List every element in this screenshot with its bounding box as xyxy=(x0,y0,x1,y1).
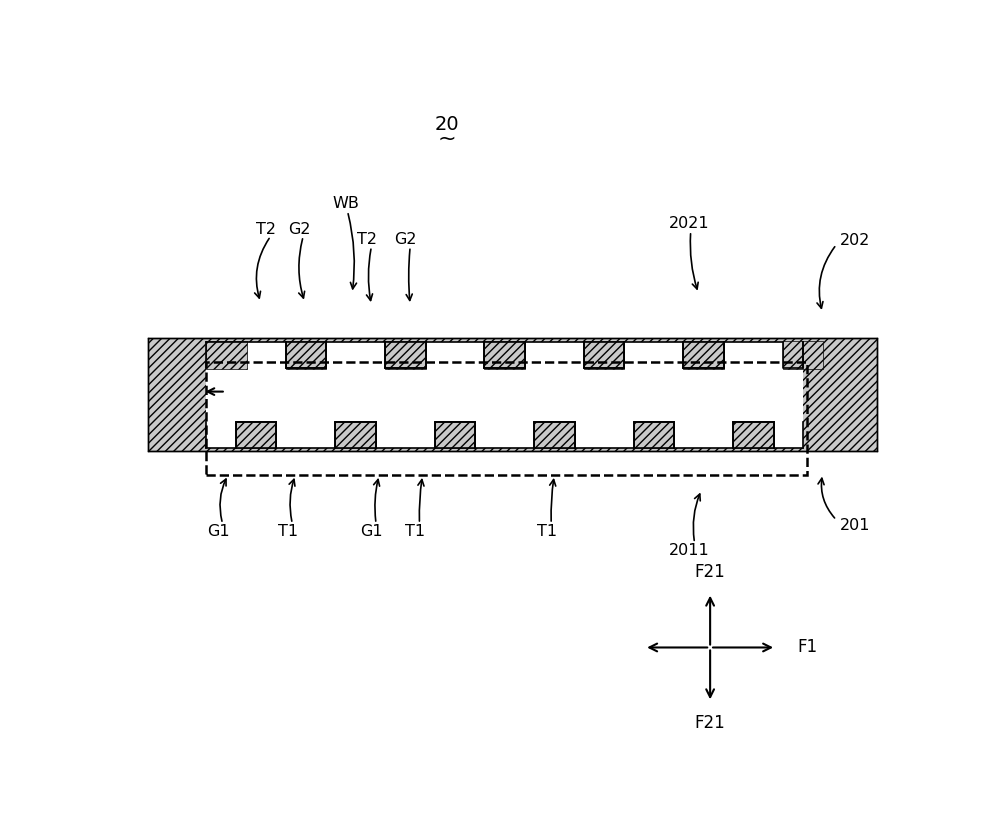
Bar xyxy=(733,421,774,447)
Bar xyxy=(206,341,247,369)
Text: T1: T1 xyxy=(537,524,557,539)
Text: T1: T1 xyxy=(278,524,298,539)
Text: 2021: 2021 xyxy=(669,217,710,232)
Bar xyxy=(286,341,326,369)
Bar xyxy=(683,341,724,369)
Text: 202: 202 xyxy=(840,233,870,248)
Bar xyxy=(148,339,877,451)
Text: G2: G2 xyxy=(288,222,311,237)
Text: 20: 20 xyxy=(434,115,459,135)
Text: WB: WB xyxy=(332,196,359,211)
Bar xyxy=(206,342,803,447)
Text: F21: F21 xyxy=(695,714,726,732)
Bar xyxy=(335,421,376,447)
Bar xyxy=(435,421,475,447)
Bar xyxy=(484,341,525,369)
Text: 201: 201 xyxy=(840,517,870,533)
Text: F1: F1 xyxy=(798,639,818,656)
Text: T2: T2 xyxy=(357,232,377,247)
Text: T1: T1 xyxy=(405,524,425,539)
Text: T2: T2 xyxy=(256,222,276,237)
Bar xyxy=(584,341,624,369)
Bar xyxy=(206,342,803,447)
Text: G1: G1 xyxy=(360,524,383,539)
Bar xyxy=(783,341,823,369)
Text: F21: F21 xyxy=(695,563,726,581)
Text: G2: G2 xyxy=(394,232,417,247)
Bar xyxy=(385,341,426,369)
Bar xyxy=(534,421,575,447)
Text: G1: G1 xyxy=(207,524,229,539)
Bar xyxy=(236,421,276,447)
Bar xyxy=(206,362,807,475)
Text: ~: ~ xyxy=(437,129,456,149)
Text: 2011: 2011 xyxy=(669,543,710,558)
Bar xyxy=(634,421,674,447)
